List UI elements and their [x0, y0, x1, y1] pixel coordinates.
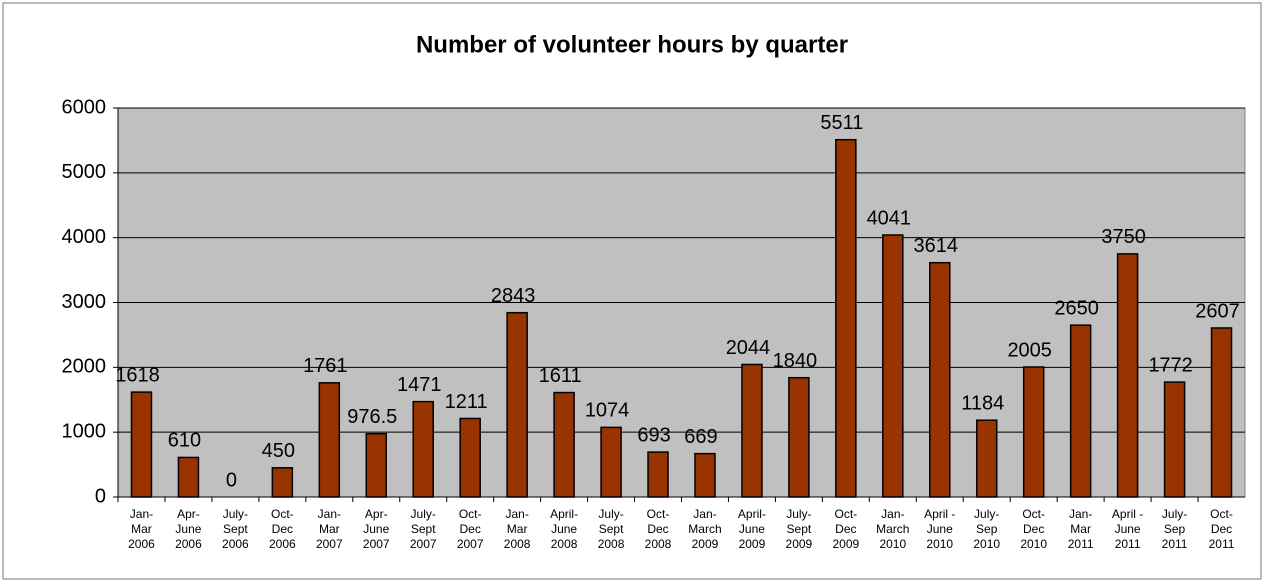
x-tick-label: July-Sept 2009 — [786, 507, 813, 551]
x-tick-label: Jan-Mar 2008 — [504, 507, 531, 551]
x-tick-label: July-Sept 2006 — [222, 507, 249, 551]
x-tick-label: April -June 2011 — [1112, 507, 1143, 551]
data-label: 2044 — [726, 337, 771, 359]
bar — [318, 382, 341, 498]
y-tick-label: 0 — [95, 485, 106, 507]
x-tick-label: Oct-Dec 2009 — [833, 507, 860, 551]
data-label: 0 — [226, 469, 237, 491]
bar — [412, 400, 434, 498]
bar — [741, 363, 763, 498]
data-label: 1074 — [585, 400, 630, 422]
x-tick-label: July-Sept 2007 — [410, 507, 437, 551]
x-tick-label: Oct-Dec 2011 — [1209, 507, 1235, 551]
x-tick-label: Oct-Dec 2007 — [457, 507, 484, 551]
bar — [1069, 324, 1092, 498]
y-tick-label: 4000 — [62, 226, 107, 248]
x-tick-label: Oct-Dec 2006 — [269, 507, 296, 551]
bar — [271, 467, 294, 498]
data-label: 5511 — [820, 112, 863, 134]
data-label: 1611 — [539, 365, 582, 387]
y-tick-label: 5000 — [62, 161, 107, 183]
x-tick-label: Jan-March 2010 — [876, 507, 909, 551]
bar — [600, 426, 622, 498]
bar — [929, 261, 951, 498]
bar — [1022, 366, 1045, 498]
data-label: 1211 — [445, 391, 488, 413]
x-tick-label: Jan-Mar 2007 — [316, 507, 343, 551]
x-tick-label: Jan-Mar 2006 — [128, 507, 155, 551]
data-label: 693 — [637, 424, 670, 446]
data-label: 976.5 — [347, 406, 397, 428]
x-tick-label: July-Sep 2011 — [1162, 507, 1188, 551]
bar — [459, 417, 481, 498]
data-label: 1840 — [773, 350, 818, 372]
x-tick-label: July-Sept 2008 — [598, 507, 625, 551]
data-label: 1618 — [115, 364, 160, 386]
data-label: 3614 — [914, 235, 959, 257]
bar — [694, 452, 716, 498]
data-label: 450 — [262, 440, 295, 462]
x-tick-label: Apr-June 2007 — [363, 507, 390, 551]
bar — [177, 456, 200, 498]
chart-title: Number of volunteer hours by quarter — [416, 31, 848, 58]
x-tick-label: Oct-Dec 2008 — [645, 507, 672, 551]
bar — [553, 391, 575, 498]
data-label: 2650 — [1054, 297, 1099, 319]
data-label: 2005 — [1007, 339, 1052, 361]
bar — [1210, 327, 1233, 498]
bar — [647, 451, 669, 498]
y-tick-label: 3000 — [62, 291, 107, 313]
x-tick-label: April-June 2008 — [550, 507, 578, 551]
data-label: 610 — [168, 430, 201, 452]
x-tick-label: Apr-June 2006 — [175, 507, 202, 551]
data-label: 3750 — [1101, 226, 1146, 248]
data-label: 4041 — [867, 207, 912, 229]
bar — [1163, 381, 1186, 498]
bar — [835, 138, 857, 498]
bar — [506, 311, 528, 498]
x-tick-label: April-June 2009 — [738, 507, 766, 551]
bar — [788, 376, 810, 498]
x-tick-label: Oct-Dec 2010 — [1020, 507, 1047, 551]
bar — [882, 234, 904, 498]
x-tick-label: April -June 2010 — [924, 507, 955, 551]
y-tick-label: 1000 — [62, 420, 107, 442]
y-tick-label: 6000 — [62, 96, 107, 118]
bar — [365, 432, 388, 498]
y-tick-label: 2000 — [62, 356, 107, 378]
data-label: 1772 — [1148, 354, 1193, 376]
x-tick-label: July-Sep 2010 — [973, 507, 1000, 551]
data-label: 2607 — [1195, 300, 1240, 322]
x-tick-label: Jan-March 2009 — [688, 507, 721, 551]
data-label: 1761 — [303, 355, 348, 377]
bar — [975, 419, 998, 498]
data-label: 669 — [684, 426, 717, 448]
x-tick-label: Jan-Mar 2011 — [1068, 507, 1094, 551]
bar — [1116, 253, 1139, 498]
data-label: 1471 — [397, 374, 442, 396]
data-label: 1184 — [961, 393, 1004, 415]
data-label: 2843 — [491, 285, 536, 307]
bar — [130, 391, 153, 498]
